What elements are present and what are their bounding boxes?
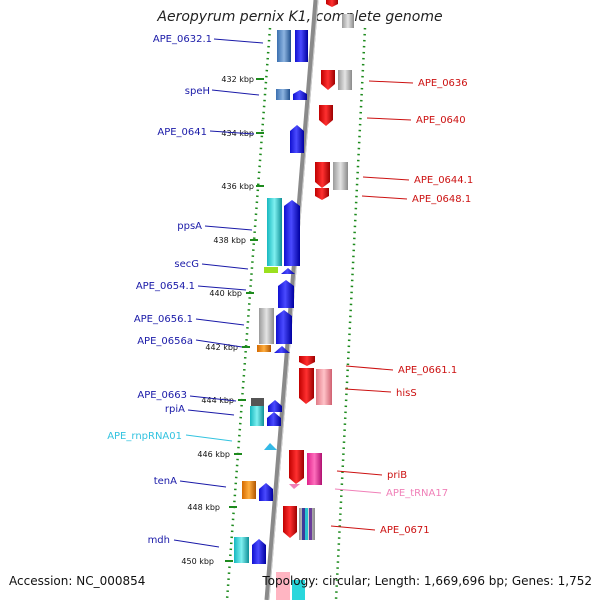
gene-label: APE_0644.1 — [414, 175, 473, 186]
feature-partial-bottom-cyan — [292, 580, 305, 600]
tick-label: 444 kbp — [201, 396, 234, 405]
gene-label: APE_0632.1 — [153, 34, 212, 45]
gene-label: APE_0671 — [380, 525, 430, 536]
feature-secg-cds — [281, 268, 295, 274]
feature-ape-0654-1 — [278, 280, 294, 308]
feature-ape-0663-cds — [268, 400, 282, 412]
tick-label: 434 kbp — [221, 129, 254, 138]
forward-leader-lines — [173, 38, 264, 548]
tick-label: 448 kbp — [187, 503, 220, 512]
ruler-ticks — [225, 78, 264, 562]
gene-label: APE_0654.1 — [136, 281, 195, 292]
gene-label: APE_0656a — [137, 336, 193, 347]
map-title: Aeropyrum pernix K1, complete genome — [157, 9, 443, 25]
feature-ape-0656a-cds — [274, 346, 290, 353]
feature-ape-0663 — [251, 398, 264, 406]
tick-label: 440 kbp — [209, 289, 242, 298]
feature-ape-0632-1 — [277, 30, 291, 62]
feature-ape-rnprna01 — [264, 443, 277, 450]
feature-ape-0661-1 — [299, 356, 315, 366]
feature-ape-trna17 — [289, 484, 300, 489]
gene-label: APE_0663 — [137, 390, 187, 401]
gene-label: APE_0641 — [157, 127, 207, 138]
rna-label: APE_rnpRNA01 — [107, 431, 182, 442]
tick-label: 432 kbp — [221, 75, 254, 84]
feature-ppsa — [267, 198, 282, 266]
feature-speh-cds — [293, 90, 307, 100]
gene-label: priB — [387, 470, 407, 481]
feature-hiss-cds — [299, 368, 314, 404]
feature-ape-0648-1 — [315, 188, 329, 200]
feature-tena — [242, 481, 256, 499]
feature-prib-cds — [289, 450, 304, 484]
feature-top-partial — [326, 0, 338, 7]
reverse-labels: APE_0636 APE_0640 APE_0644.1 APE_0648.1 … — [380, 78, 473, 536]
feature-ape-0632-1-cds — [295, 30, 308, 62]
tick-label: 450 kbp — [181, 557, 214, 566]
feature-partial-bottom — [276, 572, 290, 600]
feature-rpia — [250, 406, 264, 426]
gene-label: APE_0636 — [418, 78, 468, 89]
tick-label: 436 kbp — [221, 182, 254, 191]
trna-label: APE_tRNA17 — [386, 488, 448, 499]
feature-ape-0640 — [319, 105, 333, 126]
gene-label: rpiA — [165, 404, 185, 415]
rna-leader-line — [185, 434, 233, 442]
feature-tena-cds — [259, 483, 273, 501]
feature-ape-0641 — [290, 125, 304, 153]
forward-labels: APE_0632.1 speH APE_0641 ppsA secG APE_0… — [134, 34, 212, 546]
feature-mdh-cds — [252, 539, 266, 564]
feature-ape-0656-1-cds — [276, 310, 292, 344]
feature-ape-0671-band-b — [305, 508, 308, 540]
feature-ppsa-cds — [284, 200, 300, 266]
gene-label: APE_0661.1 — [398, 365, 457, 376]
gene-label: APE_0648.1 — [412, 194, 471, 205]
gene-label: hisS — [396, 388, 417, 399]
gene-label: APE_0656.1 — [134, 314, 193, 325]
feature-ape-0656a — [257, 345, 271, 352]
trna-leader-line — [334, 488, 382, 494]
feature-ape-0671-cds — [283, 506, 297, 538]
feature-hiss — [316, 369, 332, 405]
gene-label: APE_0640 — [416, 115, 466, 126]
feature-ape-0656-1 — [259, 308, 274, 344]
ruler-tick-labels: 432 kbp 434 kbp 436 kbp 438 kbp 440 kbp … — [181, 75, 254, 566]
tick-label: 442 kbp — [205, 343, 238, 352]
gene-label: speH — [185, 86, 210, 97]
tick-label: 446 kbp — [197, 450, 230, 459]
feature-speh — [276, 89, 290, 100]
gene-label: mdh — [148, 535, 170, 546]
feature-mdh — [234, 537, 249, 563]
gene-label: tenA — [154, 476, 177, 487]
feature-ape-0644-1 — [315, 162, 330, 188]
gene-label: ppsA — [177, 221, 202, 232]
forward-strand-features — [234, 30, 308, 600]
feature-ape-0671-band-a — [302, 508, 305, 540]
feature-secg — [264, 267, 278, 273]
topology-text: Topology: circular; Length: 1,669,696 bp… — [262, 574, 592, 588]
reverse-leader-lines — [330, 80, 414, 531]
feature-ape-0644-1-grey — [333, 162, 348, 190]
feature-ape-0671-band-c — [309, 508, 312, 540]
feature-prib — [307, 453, 322, 485]
feature-ape-0636-grey — [338, 70, 352, 90]
tick-label: 438 kbp — [213, 236, 246, 245]
gene-label: secG — [174, 259, 199, 270]
accession-text: Accession: NC_000854 — [9, 574, 146, 588]
feature-top-partial-grey — [342, 14, 354, 28]
feature-rpia-cds — [267, 412, 281, 426]
reverse-strand-features — [283, 0, 354, 540]
ruler-right-dotted — [334, 27, 367, 600]
feature-ape-0636 — [321, 70, 335, 90]
